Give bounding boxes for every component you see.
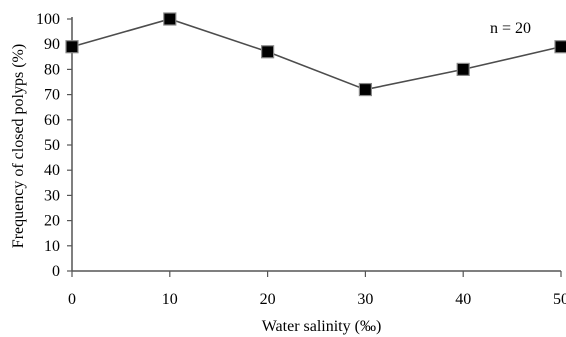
y-tick-label: 60 (44, 112, 60, 129)
y-ticks: 0 10 20 30 40 50 60 70 80 90 100 (36, 11, 72, 280)
y-tick-label: 30 (44, 187, 60, 204)
y-tick-label: 90 (44, 36, 60, 53)
data-point-marker (358, 82, 372, 97)
x-tick-label: 0 (68, 291, 76, 308)
series-line (71, 18, 562, 91)
data-point-marker (163, 12, 177, 26)
x-tick-label: 50 (553, 291, 566, 308)
y-tick-label: 100 (36, 11, 60, 28)
x-tick-label: 20 (260, 291, 276, 308)
x-axis-title: Water salinity (‰) (262, 318, 382, 335)
y-tick-label: 10 (44, 238, 60, 255)
y-tick-label: 20 (44, 213, 60, 230)
x-tick-label: 40 (455, 291, 471, 308)
x-tick-label: 10 (162, 291, 178, 308)
data-point-marker (261, 45, 275, 59)
y-tick-label: 70 (44, 87, 60, 104)
sample-size-annotation: n = 20 (490, 20, 531, 37)
x-tick-label: 30 (357, 291, 373, 308)
series-layer (65, 12, 566, 97)
data-point-marker (65, 40, 79, 54)
data-point-marker (554, 40, 566, 54)
y-tick-label: 50 (44, 137, 60, 154)
y-tick-label: 40 (44, 162, 60, 179)
y-tick-label: 0 (52, 263, 60, 280)
axes (71, 17, 561, 272)
data-point-marker (456, 62, 470, 77)
x-ticks: 0 10 20 30 40 50 (68, 271, 566, 308)
y-tick-label: 80 (44, 61, 60, 78)
y-axis-title: Frequency of closed polyps (%) (10, 44, 27, 248)
